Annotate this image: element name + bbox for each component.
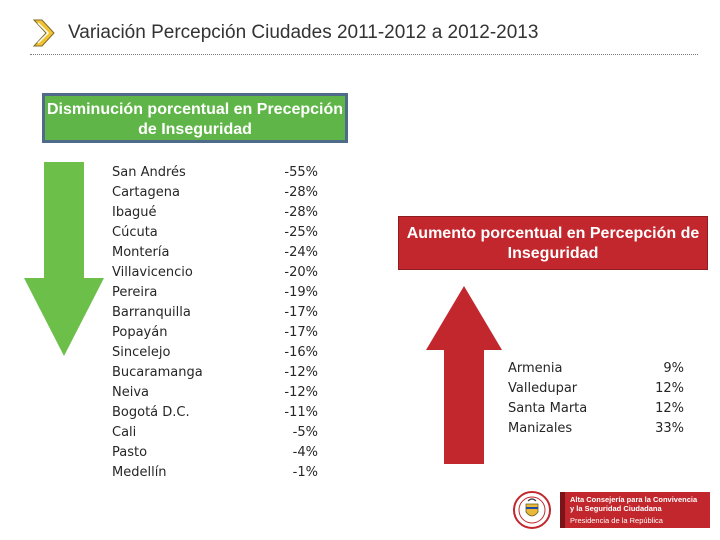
decrease-city-list: San Andrés Cartagena Ibagué Cúcuta Monte… (112, 163, 262, 483)
list-item: Montería (112, 245, 170, 260)
list-item-value: -4% (292, 445, 318, 460)
list-item-value: 12% (655, 381, 684, 396)
increase-city-list: Armenia Valledupar Santa Marta Manizales (508, 359, 628, 439)
logo-line-1: Alta Consejería para la Convivencia (570, 495, 698, 504)
list-item: Sincelejo (112, 345, 171, 360)
list-item: Villavicencio (112, 265, 193, 280)
list-item: Neiva (112, 385, 149, 400)
list-item-value: -55% (284, 165, 318, 180)
list-item-value: -25% (284, 225, 318, 240)
list-item: Barranquilla (112, 305, 191, 320)
list-item: Bucaramanga (112, 365, 203, 380)
list-item: Santa Marta (508, 401, 588, 416)
list-item-value: 12% (655, 401, 684, 416)
logo-accent-bar (560, 492, 565, 528)
logo-line-3: Presidencia de la República (570, 516, 663, 525)
list-item-value: -17% (284, 325, 318, 340)
list-item: Medellín (112, 465, 167, 480)
list-item-value: -28% (284, 205, 318, 220)
decrease-header-box: Disminución porcentual en Precepción de … (42, 93, 348, 143)
list-item-value: -11% (284, 405, 318, 420)
page-title: Variación Percepción Ciudades 2011-2012 … (68, 22, 539, 43)
list-item: Popayán (112, 325, 168, 340)
coat-of-arms-icon (513, 491, 551, 529)
list-item: Cúcuta (112, 225, 158, 240)
list-item-value: -20% (284, 265, 318, 280)
list-item: Cartagena (112, 185, 180, 200)
increase-header-box: Aumento porcentual en Percepción de Inse… (398, 216, 708, 270)
list-item-value: 33% (655, 421, 684, 436)
list-item-value: -5% (292, 425, 318, 440)
list-item-value: -28% (284, 185, 318, 200)
list-item-value: -12% (284, 385, 318, 400)
list-item: Bogotá D.C. (112, 405, 190, 420)
list-item: Pereira (112, 285, 158, 300)
increase-value-list: 9% 12% 12% 33% (620, 359, 684, 439)
list-item-value: -19% (284, 285, 318, 300)
list-item: San Andrés (112, 165, 186, 180)
list-item-value: -1% (292, 465, 318, 480)
arrow-up-icon (426, 286, 502, 464)
title-divider (30, 54, 698, 55)
agency-logo: Alta Consejería para la Convivencia y la… (512, 490, 710, 530)
list-item-value: -16% (284, 345, 318, 360)
logo-line-2: y la Seguridad Ciudadana (570, 504, 662, 513)
list-item: Valledupar (508, 381, 578, 396)
logo-text-panel: Alta Consejería para la Convivencia y la… (560, 492, 710, 528)
list-item-value: -24% (284, 245, 318, 260)
arrow-down-icon (24, 162, 104, 356)
list-item: Pasto (112, 445, 148, 460)
list-item: Ibagué (112, 205, 157, 220)
list-item: Cali (112, 425, 137, 440)
list-item: Armenia (508, 361, 563, 376)
list-item-value: 9% (663, 361, 684, 376)
list-item-value: -17% (284, 305, 318, 320)
list-item: Manizales (508, 421, 573, 436)
list-item-value: -12% (284, 365, 318, 380)
decrease-value-list: -55% -28% -28% -25% -24% -20% -19% -17% … (252, 163, 318, 483)
double-chevron-icon (32, 19, 55, 47)
